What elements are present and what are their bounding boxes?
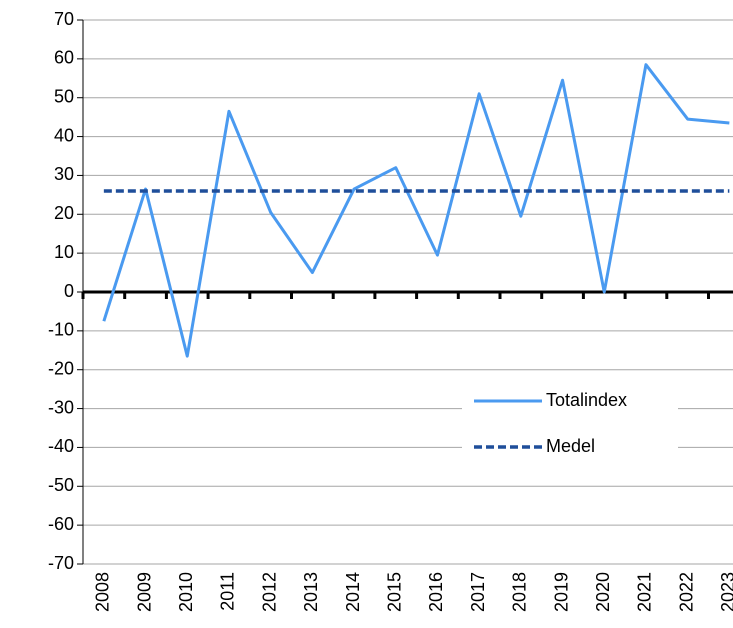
x-tick-label: 2011 bbox=[218, 572, 238, 611]
x-tick-label: 2010 bbox=[176, 572, 196, 612]
y-tick-label: -40 bbox=[48, 436, 74, 456]
y-tick-label: 50 bbox=[54, 86, 74, 106]
legend-label: Medel bbox=[546, 436, 595, 456]
legend-box bbox=[462, 382, 678, 470]
x-tick-label: 2017 bbox=[468, 572, 488, 612]
y-tick-label: -50 bbox=[48, 475, 74, 495]
x-tick-label: 2012 bbox=[259, 572, 279, 612]
y-tick-label: 0 bbox=[64, 281, 74, 301]
x-tick-label: 2009 bbox=[134, 572, 154, 612]
x-tick-label: 2019 bbox=[551, 572, 571, 612]
x-tick-label: 2021 bbox=[635, 572, 655, 612]
x-tick-label: 2016 bbox=[426, 572, 446, 612]
y-tick-label: 60 bbox=[54, 48, 74, 68]
y-tick-label: -70 bbox=[48, 553, 74, 573]
x-tick-label: 2015 bbox=[385, 572, 405, 612]
legend-label: Totalindex bbox=[546, 390, 627, 410]
legend: Totalindex Medel bbox=[462, 382, 678, 470]
y-tick-label: -10 bbox=[48, 320, 74, 340]
y-tick-label: -20 bbox=[48, 358, 74, 378]
series-line bbox=[102, 63, 730, 358]
y-tick-label: 40 bbox=[54, 125, 74, 145]
x-tick-label: 2013 bbox=[301, 572, 321, 612]
x-tick-label: 2018 bbox=[510, 572, 530, 612]
y-tick-label: 10 bbox=[54, 242, 74, 262]
x-tick-label: 2014 bbox=[343, 572, 363, 612]
y-tick-label: 20 bbox=[54, 203, 74, 223]
y-tick-label: 30 bbox=[54, 164, 74, 184]
y-tick-label: -60 bbox=[48, 514, 74, 534]
x-tick-label: 2008 bbox=[93, 572, 113, 612]
y-tick-label: 70 bbox=[54, 9, 74, 29]
x-tick-label: 2020 bbox=[593, 572, 613, 612]
y-tick-label: -30 bbox=[48, 397, 74, 417]
x-tick-label: 2022 bbox=[676, 572, 696, 612]
x-tick-label: 2023 bbox=[718, 572, 733, 612]
